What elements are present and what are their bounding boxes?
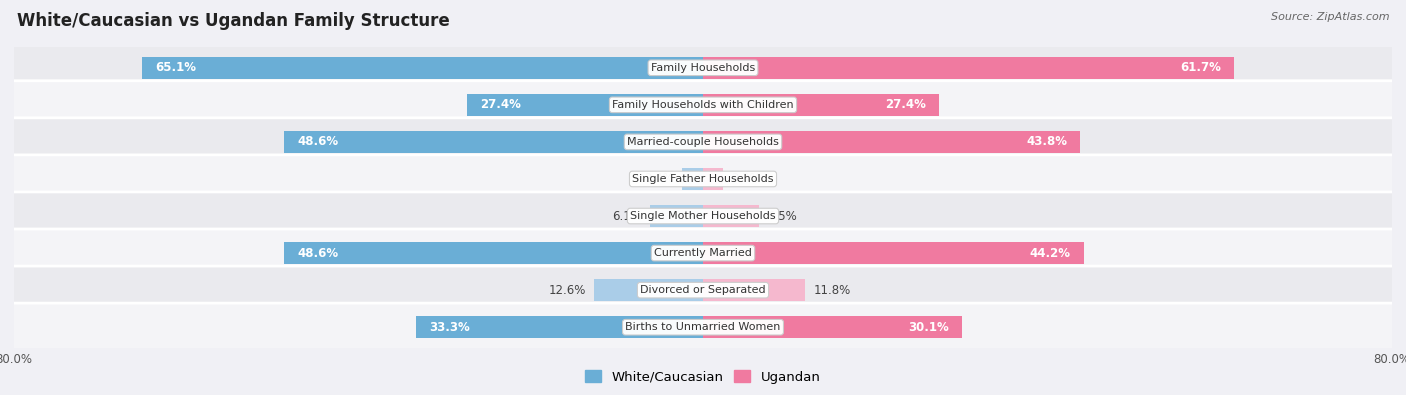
Bar <box>703 131 1080 153</box>
Text: Source: ZipAtlas.com: Source: ZipAtlas.com <box>1271 12 1389 22</box>
Bar <box>703 56 1234 79</box>
FancyBboxPatch shape <box>4 192 1402 240</box>
Text: 43.8%: 43.8% <box>1026 135 1067 149</box>
Bar <box>703 279 804 301</box>
Text: Married-couple Households: Married-couple Households <box>627 137 779 147</box>
Text: Divorced or Separated: Divorced or Separated <box>640 285 766 295</box>
Bar <box>703 94 939 116</box>
FancyBboxPatch shape <box>4 155 1402 203</box>
Bar <box>703 168 723 190</box>
FancyBboxPatch shape <box>4 303 1402 351</box>
FancyBboxPatch shape <box>4 118 1402 166</box>
FancyBboxPatch shape <box>4 44 1402 92</box>
Bar <box>467 94 703 116</box>
Text: Single Father Households: Single Father Households <box>633 174 773 184</box>
Text: Births to Unmarried Women: Births to Unmarried Women <box>626 322 780 332</box>
Text: 2.3%: 2.3% <box>731 173 761 186</box>
Text: Single Mother Households: Single Mother Households <box>630 211 776 221</box>
Text: 27.4%: 27.4% <box>479 98 520 111</box>
FancyBboxPatch shape <box>4 81 1402 129</box>
Text: 27.4%: 27.4% <box>886 98 927 111</box>
Text: 2.4%: 2.4% <box>644 173 673 186</box>
Bar <box>703 316 962 339</box>
Bar <box>142 56 703 79</box>
Text: 33.3%: 33.3% <box>429 321 470 334</box>
Text: 12.6%: 12.6% <box>548 284 586 297</box>
Text: Family Households with Children: Family Households with Children <box>612 100 794 110</box>
Text: 48.6%: 48.6% <box>298 135 339 149</box>
Text: White/Caucasian vs Ugandan Family Structure: White/Caucasian vs Ugandan Family Struct… <box>17 12 450 30</box>
Bar <box>284 242 703 264</box>
Bar <box>284 131 703 153</box>
Bar <box>703 242 1084 264</box>
Legend: White/Caucasian, Ugandan: White/Caucasian, Ugandan <box>581 365 825 389</box>
FancyBboxPatch shape <box>4 229 1402 277</box>
FancyBboxPatch shape <box>4 266 1402 314</box>
Text: Family Households: Family Households <box>651 63 755 73</box>
Bar <box>595 279 703 301</box>
Text: 61.7%: 61.7% <box>1181 61 1222 74</box>
Text: 48.6%: 48.6% <box>298 246 339 260</box>
Text: 11.8%: 11.8% <box>813 284 851 297</box>
Text: 6.1%: 6.1% <box>612 209 643 222</box>
Text: 6.5%: 6.5% <box>768 209 797 222</box>
Bar <box>651 205 703 227</box>
Text: Currently Married: Currently Married <box>654 248 752 258</box>
Text: 65.1%: 65.1% <box>155 61 197 74</box>
Text: 30.1%: 30.1% <box>908 321 949 334</box>
Bar <box>682 168 703 190</box>
Bar <box>416 316 703 339</box>
Bar <box>703 205 759 227</box>
Text: 44.2%: 44.2% <box>1029 246 1071 260</box>
